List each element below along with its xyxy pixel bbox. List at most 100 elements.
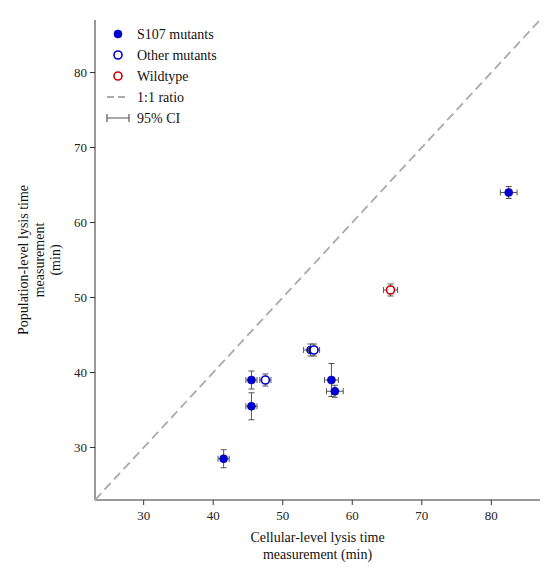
legend-marker xyxy=(114,72,122,80)
legend-label: Other mutants xyxy=(137,48,217,63)
y-error-cap xyxy=(248,419,254,420)
x-tick-label: 40 xyxy=(207,508,220,523)
point xyxy=(387,286,395,294)
y-error-bar xyxy=(248,393,254,420)
x-axis-label: Cellular-level lysis timemeasurement (mi… xyxy=(250,530,384,563)
point-group xyxy=(260,374,271,386)
y-tick xyxy=(90,297,95,298)
x-error-bar xyxy=(260,377,271,383)
x-tick xyxy=(213,500,214,505)
x-tick xyxy=(421,500,422,505)
x-error-bar xyxy=(327,388,344,394)
y-error-cap xyxy=(506,198,512,199)
legend-label: Wildtype xyxy=(137,69,189,84)
legend-line xyxy=(107,96,129,98)
y-error-cap xyxy=(248,392,254,393)
y-axis-label-line: (min) xyxy=(48,244,64,275)
x-error-cap xyxy=(308,347,309,353)
y-error-cap xyxy=(388,296,394,297)
legend-label: 1:1 ratio xyxy=(137,90,184,105)
point xyxy=(247,376,255,384)
y-error-bar xyxy=(248,371,254,389)
point-group xyxy=(304,344,318,356)
x-tick-label: 70 xyxy=(415,508,428,523)
x-error-bar xyxy=(218,456,229,462)
x-error-cap xyxy=(218,456,219,462)
point-group xyxy=(500,187,517,199)
plot-area xyxy=(95,20,540,500)
x-error-cap xyxy=(229,456,230,462)
x-axis-line xyxy=(95,500,540,501)
y-error-bar xyxy=(221,450,227,468)
point-group xyxy=(324,364,338,397)
point-group xyxy=(327,385,344,397)
point-group xyxy=(218,450,229,468)
x-error-cap xyxy=(517,190,518,196)
x-error-bar xyxy=(246,403,257,409)
point-group xyxy=(384,284,398,296)
legend-marker xyxy=(114,51,122,59)
y-tick-label: 60 xyxy=(74,215,87,230)
x-error-cap xyxy=(324,377,325,383)
x-tick-label: 50 xyxy=(276,508,289,523)
x-error-cap xyxy=(245,377,246,383)
x-error-cap xyxy=(319,347,320,353)
y-error-cap xyxy=(221,467,227,468)
x-error-cap xyxy=(343,388,344,394)
point xyxy=(261,376,269,384)
y-error-cap xyxy=(248,389,254,390)
x-error-bar xyxy=(304,347,318,353)
y-error-cap xyxy=(248,371,254,372)
y-tick-label: 30 xyxy=(74,440,87,455)
y-error-cap xyxy=(328,363,334,364)
x-error-cap xyxy=(270,377,271,383)
ratio-line xyxy=(95,20,540,500)
y-axis-label: Population-level lysis timemeasurement(m… xyxy=(16,185,64,335)
point xyxy=(327,376,335,384)
y-error-cap xyxy=(262,374,268,375)
y-tick-label: 70 xyxy=(74,140,87,155)
x-error-bar xyxy=(384,287,398,293)
y-error-cap xyxy=(388,284,394,285)
y-tick xyxy=(90,447,95,448)
legend-label: S107 mutants xyxy=(137,27,214,42)
point xyxy=(310,346,318,354)
y-error-bar xyxy=(332,385,338,397)
y-error-cap xyxy=(332,397,338,398)
x-error-cap xyxy=(326,388,327,394)
y-axis-label-line: Population-level lysis time xyxy=(16,185,31,335)
y-tick-label: 50 xyxy=(74,290,87,305)
x-error-bar xyxy=(500,190,517,196)
x-error-cap xyxy=(245,403,246,409)
y-axis-label-line: measurement xyxy=(32,223,47,298)
y-error-cap xyxy=(311,344,317,345)
y-error-bar xyxy=(311,344,317,356)
legend-marker xyxy=(114,30,122,38)
x-error-cap xyxy=(257,377,258,383)
point xyxy=(331,387,339,395)
chart: 304050607080304050607080Cellular-level l… xyxy=(0,0,560,580)
point xyxy=(247,402,255,410)
x-tick xyxy=(143,500,144,505)
point xyxy=(220,455,228,463)
x-error-cap xyxy=(338,377,339,383)
x-error-bar xyxy=(308,347,319,353)
y-error-bar xyxy=(388,284,394,296)
y-tick-label: 80 xyxy=(74,65,87,80)
legend-ci-line xyxy=(107,118,129,119)
y-axis-line xyxy=(95,20,96,500)
x-error-cap xyxy=(257,403,258,409)
legend-ci-cap xyxy=(106,114,107,122)
y-error-cap xyxy=(311,356,317,357)
x-tick-label: 80 xyxy=(485,508,498,523)
legend-ci-cap xyxy=(128,114,129,122)
point-group xyxy=(308,344,319,356)
legend-label: 95% CI xyxy=(137,111,181,126)
x-error-cap xyxy=(303,347,304,353)
y-error-bar xyxy=(262,374,268,386)
y-error-cap xyxy=(221,449,227,450)
x-tick xyxy=(352,500,353,505)
x-axis-label-line: measurement (min) xyxy=(263,547,373,563)
x-error-cap xyxy=(383,287,384,293)
y-error-bar xyxy=(506,187,512,199)
